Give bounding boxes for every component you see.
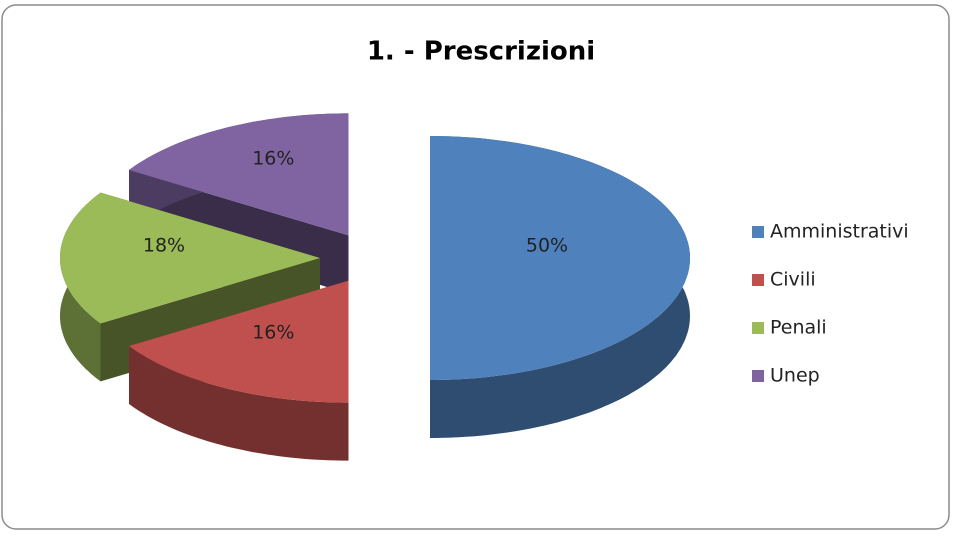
legend-label: Penali [770, 317, 827, 339]
slice [60, 192, 320, 324]
slice-rim [129, 346, 349, 461]
legend-label: Amministrativi [770, 221, 909, 243]
legend-swatch [752, 370, 764, 382]
legend-label: Unep [770, 365, 820, 387]
slice [129, 280, 349, 403]
legend-swatch [752, 226, 764, 238]
legend-swatch [752, 322, 764, 334]
slice [129, 113, 349, 236]
data-label: 16% [252, 321, 294, 343]
data-label: 18% [143, 235, 185, 257]
data-label: 50% [526, 235, 568, 257]
legend-swatch [752, 274, 764, 286]
data-label: 16% [252, 148, 294, 170]
legend-label: Civili [770, 269, 816, 291]
chart-title: 1. - Prescrizioni [367, 37, 595, 67]
slice [430, 136, 690, 380]
